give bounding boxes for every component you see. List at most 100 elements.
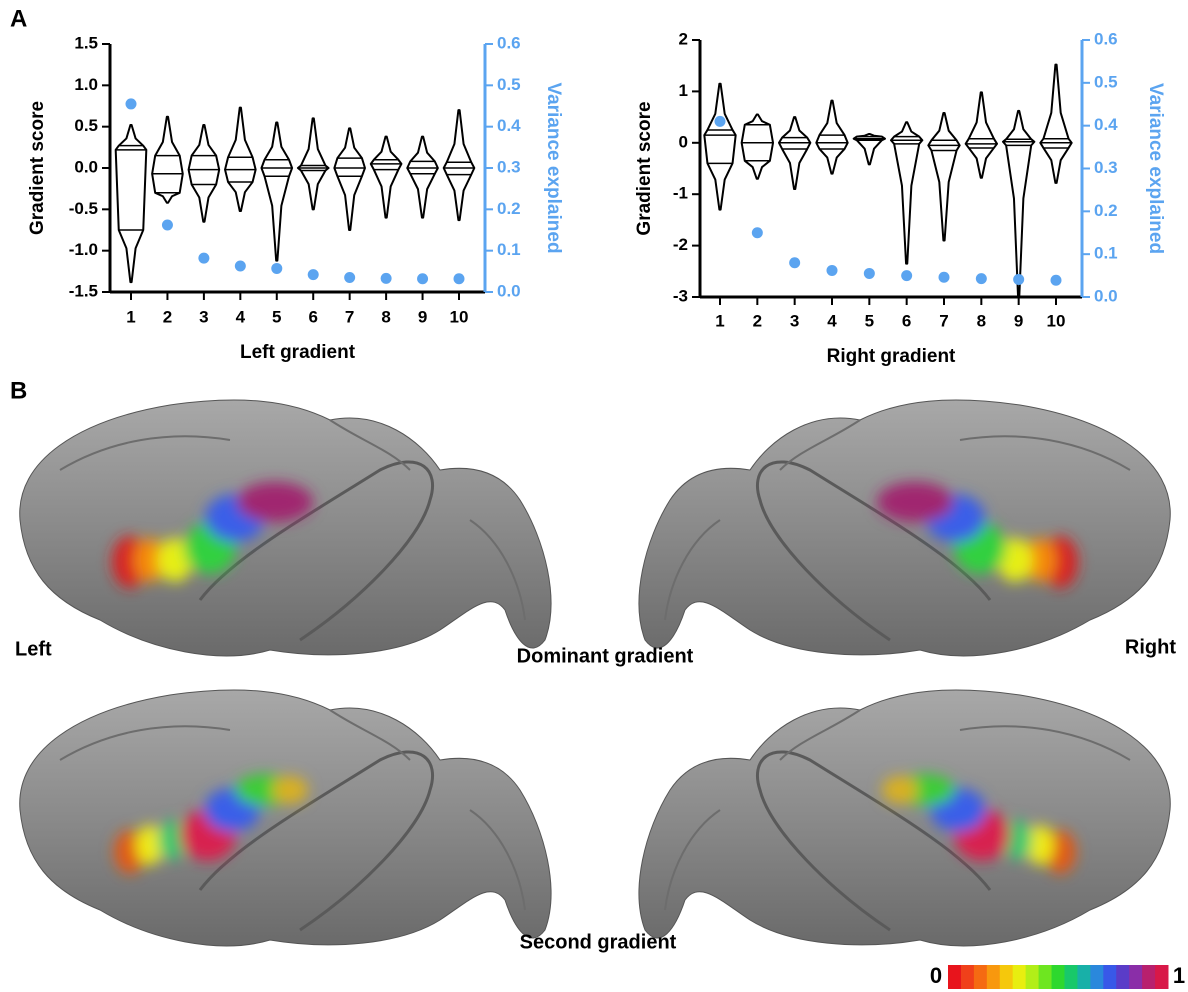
row-label: Second gradient — [520, 931, 677, 953]
panel-label: B — [10, 377, 27, 404]
colorbar-swatch — [1000, 965, 1013, 989]
x-tick-label: 6 — [902, 311, 911, 330]
variance-dot — [752, 227, 763, 238]
colorbar-swatch — [974, 965, 987, 989]
y2-axis-title: Variance explained — [543, 82, 564, 253]
x-tick-label: 4 — [827, 311, 837, 330]
variance-dot — [864, 268, 875, 279]
violin — [444, 110, 475, 220]
x-tick-label: 6 — [308, 307, 317, 326]
hemisphere-label: Left — [15, 638, 52, 660]
y2-tick-label: 0.5 — [497, 75, 521, 94]
variance-dot — [162, 220, 173, 231]
colorbar-swatch — [1064, 965, 1077, 989]
violin — [779, 117, 810, 189]
y2-tick-label: 0.2 — [1094, 201, 1118, 220]
variance-dot — [1013, 274, 1024, 285]
colorbar-swatch — [948, 965, 961, 989]
colorbar-swatch — [1116, 965, 1129, 989]
variance-dot — [417, 273, 428, 284]
y-axis-title: Gradient score — [634, 101, 655, 235]
y-tick-label: -0.5 — [69, 199, 98, 218]
y2-tick-label: 0.4 — [1094, 115, 1118, 134]
y2-tick-label: 0.3 — [1094, 158, 1118, 177]
y2-tick-label: 0.0 — [497, 281, 521, 300]
variance-dot — [235, 260, 246, 271]
y2-tick-label: 0.6 — [497, 33, 521, 52]
x-tick-label: 5 — [865, 311, 874, 330]
y2-tick-label: 0.5 — [1094, 72, 1118, 91]
x-tick-label: 7 — [939, 311, 948, 330]
y2-tick-label: 0.4 — [497, 116, 521, 135]
x-tick-label: 9 — [1014, 311, 1023, 330]
violin — [334, 128, 365, 230]
variance-dot — [1051, 275, 1062, 286]
y2-axis-title: Variance explained — [1145, 83, 1166, 254]
colorbar-label: 1 — [1173, 963, 1185, 988]
y-tick-label: -1.5 — [69, 281, 98, 300]
violin — [1040, 65, 1071, 183]
figure: A B Left Right Dominant gradient Second … — [0, 0, 1188, 992]
x-tick-label: 8 — [977, 311, 986, 330]
violin — [298, 118, 329, 209]
x-tick-label: 1 — [126, 307, 135, 326]
x-tick-label: 10 — [450, 307, 469, 326]
variance-dot — [827, 265, 838, 276]
variance-dot — [901, 270, 912, 281]
y2-tick-label: 0.1 — [497, 240, 521, 259]
x-tick-label: 9 — [418, 307, 427, 326]
y-axis-title: Gradient score — [27, 101, 48, 235]
colorbar-swatch — [1103, 965, 1116, 989]
variance-dot — [789, 257, 800, 268]
x-tick-label: 7 — [345, 307, 354, 326]
y2-tick-label: 0.0 — [1094, 286, 1118, 305]
x-tick-label: 2 — [753, 311, 762, 330]
colorbar-swatch — [1090, 965, 1103, 989]
x-tick-label: 3 — [790, 311, 799, 330]
y2-tick-label: 0.3 — [497, 157, 521, 176]
row-label: Dominant gradient — [517, 645, 694, 667]
variance-dot — [198, 253, 209, 264]
violin — [966, 92, 997, 177]
y2-tick-label: 0.2 — [497, 199, 521, 218]
page: A B Left Right Dominant gradient Second … — [0, 0, 1188, 992]
brain-left-dominant — [20, 400, 551, 656]
colorbar-swatch — [1077, 965, 1090, 989]
variance-dot — [344, 272, 355, 283]
x-tick-label: 8 — [381, 307, 390, 326]
violin — [371, 137, 402, 218]
violin — [407, 137, 438, 218]
hemisphere-label: Right — [1125, 636, 1176, 658]
violin — [225, 108, 256, 211]
y-tick-label: 2 — [679, 29, 688, 48]
brain-right-dominant — [639, 400, 1170, 656]
variance-dot — [381, 273, 392, 284]
variance-dot — [454, 273, 465, 284]
colorbar-swatch — [1129, 965, 1142, 989]
colorbar-swatch — [961, 965, 974, 989]
y-tick-label: 0 — [679, 132, 688, 151]
brain-left-second — [20, 690, 551, 946]
x-tick-label: 10 — [1047, 311, 1066, 330]
violin — [816, 101, 847, 174]
violin — [261, 123, 292, 261]
y-tick-label: 0.5 — [74, 116, 98, 135]
x-axis-title: Right gradient — [827, 346, 956, 367]
variance-dot — [308, 269, 319, 280]
x-axis-title: Left gradient — [240, 342, 356, 363]
variance-dot — [939, 272, 950, 283]
x-tick-label: 4 — [236, 307, 246, 326]
violin — [116, 125, 147, 282]
x-tick-label: 3 — [199, 307, 208, 326]
violin — [189, 125, 220, 222]
variance-dot — [976, 273, 987, 284]
y-tick-label: 1 — [679, 81, 688, 100]
colorbar-swatch — [1155, 965, 1168, 989]
colorbar-swatch — [1052, 965, 1065, 989]
x-tick-label: 1 — [715, 311, 724, 330]
y2-tick-label: 0.1 — [1094, 244, 1118, 263]
y-tick-label: -1.0 — [69, 240, 98, 259]
y-tick-label: -1 — [673, 184, 688, 203]
variance-dot — [271, 263, 282, 274]
variance-dot — [715, 116, 726, 127]
